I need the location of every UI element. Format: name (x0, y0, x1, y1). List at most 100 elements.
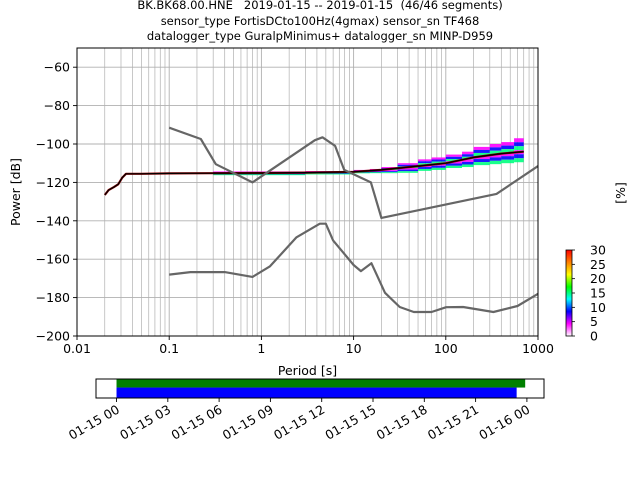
plot-area (77, 48, 538, 336)
psd-density-cell (431, 157, 446, 160)
psd-density-cell (489, 144, 502, 148)
psd-density-cell (514, 138, 524, 143)
psd-density-cell (473, 146, 490, 150)
psd-density-cell (418, 159, 432, 162)
coverage-tick-label: 01-15 03 (117, 402, 173, 443)
y-tick-label: −120 (36, 175, 70, 190)
psd-density-cell (445, 165, 463, 168)
psd-density-cell (501, 156, 515, 160)
psd-density-cell (418, 167, 432, 169)
colorbar-tick-label: 10 (590, 300, 606, 315)
x-axis-label: Period [s] (278, 363, 337, 378)
coverage-bar-top (116, 379, 526, 388)
psd-density-cell (445, 159, 463, 162)
psd-density-cell (473, 149, 490, 153)
y-tick-label: −100 (36, 137, 70, 152)
x-tick-label: 0.01 (63, 341, 91, 356)
psd-density-cell (501, 149, 515, 153)
psd-density-cell (462, 154, 474, 157)
psd-density-cell (397, 171, 419, 173)
x-tick-label: 100 (434, 341, 458, 356)
psd-density-cell (462, 161, 474, 165)
coverage-tick-label: 01-15 06 (168, 402, 224, 443)
psd-density-cell (431, 161, 446, 164)
psd-density-cell (261, 173, 306, 175)
psd-density-cell (261, 174, 306, 176)
psd-density-cell (381, 167, 398, 169)
colorbar-tick-label: 0 (590, 329, 598, 344)
psd-density-cell (418, 168, 432, 171)
psd-density-cell (473, 152, 490, 156)
new-low-noise-model (169, 222, 539, 314)
colorbar-label: [%] (613, 182, 628, 204)
x-tick-label: 1 (257, 341, 265, 356)
coverage-tick-label: 01-15 09 (220, 402, 276, 443)
y-tick-label: −80 (44, 98, 70, 113)
psd-density-cell (462, 159, 474, 162)
y-tick-label: −60 (44, 60, 70, 75)
psd-density-cell (501, 159, 515, 164)
y-tick-label: −160 (36, 252, 70, 267)
y-tick-label: −140 (36, 213, 70, 228)
x-tick-label: 1000 (522, 341, 554, 356)
psd-density-cell (431, 167, 446, 170)
coverage-tick-label: 01-15 00 (66, 402, 122, 443)
psd-density-cell (397, 163, 419, 165)
x-tick-label: 10 (346, 341, 362, 356)
x-tick-label: 0.1 (159, 341, 179, 356)
colorbar-tick-label: 5 (590, 314, 598, 329)
chart-title-line-3: datalogger_type GuralpMinimus+ datalogge… (146, 29, 494, 43)
psd-density-cell (489, 154, 502, 158)
colorbar-tick-label: 30 (590, 243, 606, 258)
psd-density-cell (397, 168, 419, 170)
mean-curve (104, 151, 524, 196)
coverage-tick-label: 01-16 00 (476, 402, 532, 443)
psd-density-cell (397, 169, 419, 172)
psd-density-cell (501, 152, 515, 157)
coverage-tick-label: 01-15 18 (374, 402, 430, 443)
psd-density-cell (462, 164, 474, 168)
psd-density-cell (418, 161, 432, 164)
colorbar-gradient (565, 249, 573, 337)
psd-density-cell (514, 158, 524, 163)
coverage-tick-label: 01-15 15 (322, 402, 378, 443)
psd-density-cell (445, 163, 463, 166)
psd-density-cell (381, 170, 398, 172)
psd-density-cell (353, 172, 370, 174)
coverage-frame (95, 378, 545, 399)
psd-density-cell (473, 159, 490, 163)
chart-title-line-2: sensor_type FortisDCto100Hz(4gmax) senso… (160, 14, 480, 28)
coverage-tick-label: 01-15 12 (271, 402, 327, 443)
chart-title-line-1: BK.BK68.00.HNE 2019-01-15 -- 2019-01-15 … (137, 0, 503, 12)
psd-density-cell (489, 150, 502, 155)
y-axis-label: Power [dB] (8, 158, 23, 226)
psd-density-cell (431, 159, 446, 162)
colorbar-tick-label: 15 (590, 286, 606, 301)
psd-density-cell (489, 160, 502, 165)
psd-density-cell (381, 171, 398, 173)
psd-density-cell (397, 164, 419, 167)
colorbar-tick-label: 25 (590, 257, 606, 272)
psd-density-cell (445, 154, 463, 157)
psd-density-cell (418, 163, 432, 166)
coverage-bar-bottom (116, 387, 517, 398)
y-tick-label: −200 (36, 329, 70, 344)
psd-density-cell (514, 154, 524, 159)
colorbar-tick-label: 20 (590, 271, 606, 286)
ppsd-main-chart: 0.01 0.1 1 10 100 1000 −60 −80 −100 −120 −140 −160 −… (8, 47, 554, 378)
psd-density-cell (489, 147, 502, 151)
psd-density-cell (305, 173, 354, 175)
psd-density-cell (381, 172, 398, 174)
psd-density-cell (473, 156, 490, 160)
psd-density-cell (473, 162, 490, 166)
psd-density-cell (369, 172, 382, 174)
psd-density-cell (514, 146, 524, 151)
psd-density-cell (514, 142, 524, 147)
psd-density-cell (369, 171, 382, 173)
psd-density-cell (501, 142, 515, 146)
new-high-noise-model (168, 126, 539, 219)
y-tick-label: −180 (36, 290, 70, 305)
